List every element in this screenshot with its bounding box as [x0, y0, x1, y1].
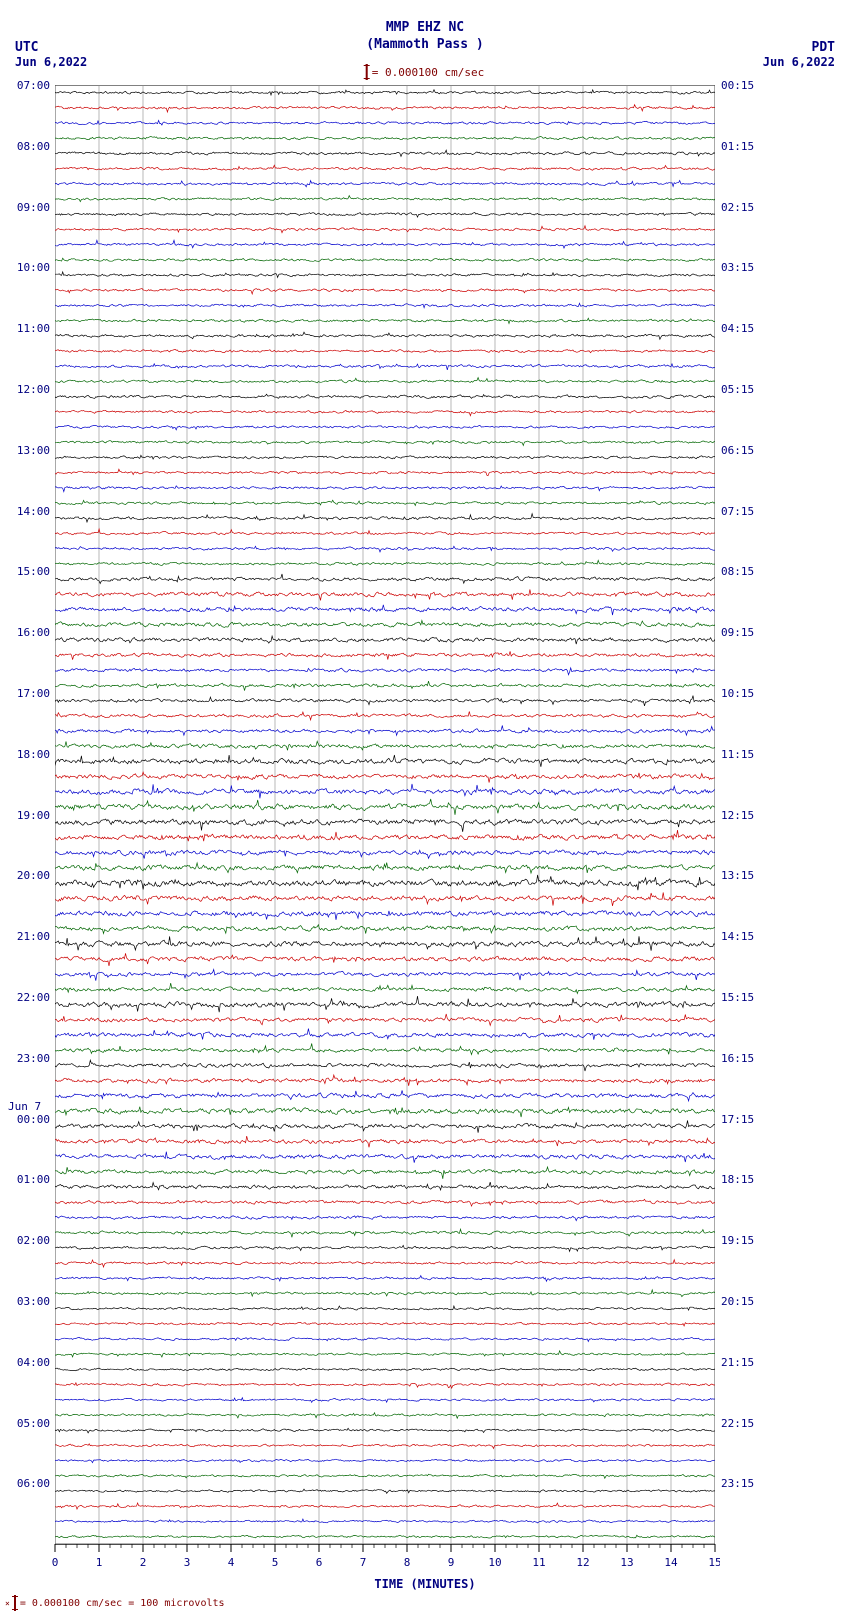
right-time-label: 05:15	[721, 383, 754, 396]
right-time-label: 12:15	[721, 809, 754, 822]
svg-text:10: 10	[488, 1556, 501, 1569]
right-time-label: 01:15	[721, 140, 754, 153]
svg-text:8: 8	[404, 1556, 411, 1569]
svg-text:11: 11	[532, 1556, 545, 1569]
right-time-label: 16:15	[721, 1052, 754, 1065]
svg-text:6: 6	[316, 1556, 323, 1569]
right-time-label: 19:15	[721, 1234, 754, 1247]
left-time-label: 22:00	[8, 991, 50, 1004]
svg-text:14: 14	[664, 1556, 678, 1569]
right-time-label: 15:15	[721, 991, 754, 1004]
left-time-label: 15:00	[8, 565, 50, 578]
right-time-label: 06:15	[721, 444, 754, 457]
right-time-label: 02:15	[721, 201, 754, 214]
left-time-label: 18:00	[8, 748, 50, 761]
right-time-label: 10:15	[721, 687, 754, 700]
svg-text:0: 0	[52, 1556, 59, 1569]
svg-text:12: 12	[576, 1556, 589, 1569]
right-time-label: 04:15	[721, 322, 754, 335]
svg-text:1: 1	[96, 1556, 103, 1569]
svg-text:5: 5	[272, 1556, 279, 1569]
right-time-label: 13:15	[721, 869, 754, 882]
right-time-label: 08:15	[721, 565, 754, 578]
right-time-label: 18:15	[721, 1173, 754, 1186]
left-time-label: 21:00	[8, 930, 50, 943]
scale-text: = 0.000100 cm/sec	[372, 66, 485, 79]
right-time-label: 23:15	[721, 1477, 754, 1490]
footer-text: = 0.000100 cm/sec = 100 microvolts	[20, 1598, 225, 1609]
svg-text:2: 2	[140, 1556, 147, 1569]
left-time-label: 19:00	[8, 809, 50, 822]
tz-right: PDT	[812, 40, 835, 55]
left-time-label: 13:00	[8, 444, 50, 457]
scale-bar-icon	[366, 64, 368, 80]
left-time-label: 16:00	[8, 626, 50, 639]
left-time-label: 11:00	[8, 322, 50, 335]
right-time-label: 07:15	[721, 505, 754, 518]
left-time-label: 03:00	[8, 1295, 50, 1308]
svg-text:3: 3	[184, 1556, 191, 1569]
left-time-label: 23:00	[8, 1052, 50, 1065]
left-time-label: 00:00	[8, 1113, 50, 1126]
header: MMP EHZ NC (Mammoth Pass )	[0, 20, 850, 54]
right-time-label: 22:15	[721, 1417, 754, 1430]
scale-indicator: = 0.000100 cm/sec	[366, 64, 485, 80]
right-time-label: 00:15	[721, 79, 754, 92]
right-time-label: 14:15	[721, 930, 754, 943]
footer-note: × = 0.000100 cm/sec = 100 microvolts	[5, 1595, 225, 1611]
right-time-label: 03:15	[721, 261, 754, 274]
date-left: Jun 6,2022	[15, 55, 87, 69]
svg-text:9: 9	[448, 1556, 455, 1569]
date-right: Jun 6,2022	[763, 55, 835, 69]
svg-text:4: 4	[228, 1556, 235, 1569]
station-location: (Mammoth Pass )	[0, 37, 850, 54]
left-time-label: 09:00	[8, 201, 50, 214]
day-label: Jun 7	[8, 1100, 41, 1113]
right-time-label: 20:15	[721, 1295, 754, 1308]
seismogram-plot	[55, 85, 715, 1565]
left-time-label: 12:00	[8, 383, 50, 396]
right-time-label: 11:15	[721, 748, 754, 761]
left-time-label: 07:00	[8, 79, 50, 92]
left-time-label: 02:00	[8, 1234, 50, 1247]
left-time-label: 14:00	[8, 505, 50, 518]
scale-bar-icon	[14, 1595, 16, 1611]
right-time-label: 21:15	[721, 1356, 754, 1369]
seismogram-container: MMP EHZ NC (Mammoth Pass ) = 0.000100 cm…	[0, 0, 850, 1613]
left-time-label: 20:00	[8, 869, 50, 882]
svg-text:7: 7	[360, 1556, 367, 1569]
svg-text:13: 13	[620, 1556, 633, 1569]
right-time-label: 17:15	[721, 1113, 754, 1126]
svg-text:15: 15	[708, 1556, 720, 1569]
x-axis-label: TIME (MINUTES)	[374, 1577, 475, 1591]
tz-left: UTC	[15, 40, 38, 55]
left-time-label: 06:00	[8, 1477, 50, 1490]
left-time-label: 05:00	[8, 1417, 50, 1430]
left-time-label: 17:00	[8, 687, 50, 700]
right-time-label: 09:15	[721, 626, 754, 639]
left-time-label: 10:00	[8, 261, 50, 274]
left-time-label: 04:00	[8, 1356, 50, 1369]
left-time-label: 08:00	[8, 140, 50, 153]
station-code: MMP EHZ NC	[0, 20, 850, 37]
left-time-label: 01:00	[8, 1173, 50, 1186]
